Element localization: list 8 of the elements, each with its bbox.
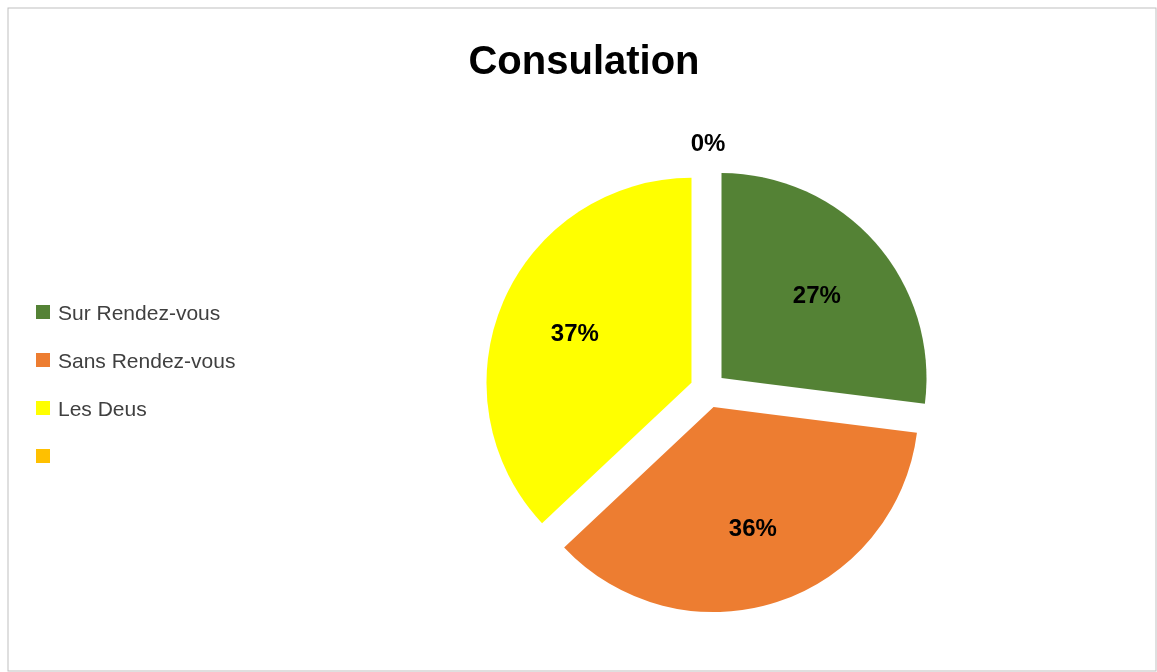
legend-label: Les Deus — [58, 396, 147, 420]
data-label: 27% — [792, 280, 841, 308]
legend-label: Sans Rendez-vous — [58, 348, 236, 372]
data-label: 37% — [550, 318, 599, 346]
data-label: 36% — [728, 514, 777, 542]
chart-title: Consulation — [468, 38, 700, 82]
legend-label: Sur Rendez-vous — [58, 300, 221, 324]
text: 0% — [690, 128, 726, 156]
